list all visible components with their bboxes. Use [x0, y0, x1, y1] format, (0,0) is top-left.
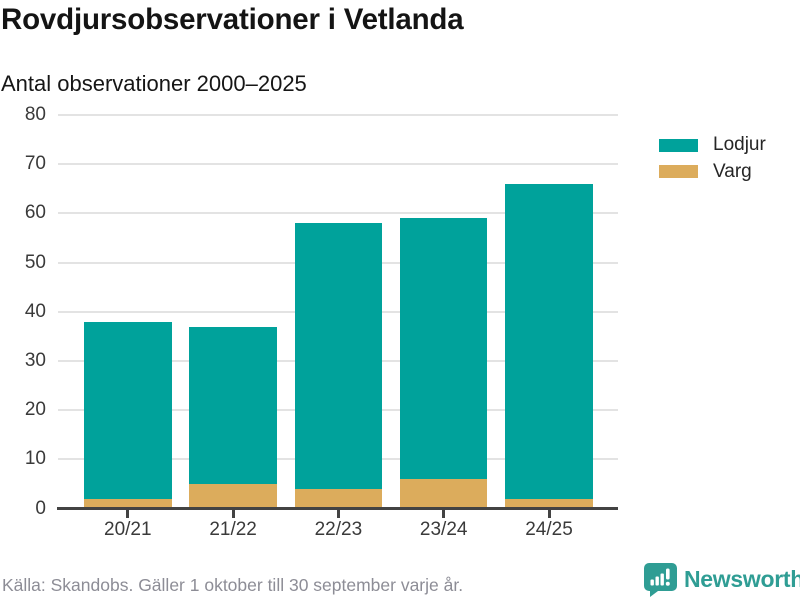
y-axis-label: 70 — [24, 153, 46, 175]
x-axis-label-23/24: 23/24 — [419, 519, 468, 540]
bar-lodjur-22/23 — [294, 223, 383, 489]
y-axis-label: 80 — [24, 104, 46, 126]
y-axis-label: 30 — [24, 349, 46, 371]
bar-varg-21/22 — [189, 483, 277, 510]
x-axis-label-22/23: 22/23 — [314, 519, 363, 540]
x-tick-22/23 — [336, 510, 340, 518]
x-tick-21/22 — [231, 510, 235, 518]
gridline-70 — [58, 163, 618, 166]
gridline-80 — [58, 114, 618, 117]
x-axis-label-20/21: 20/21 — [104, 519, 152, 540]
y-axis-label: 50 — [24, 251, 46, 273]
legend-item-lodjur: Lodjur — [659, 132, 766, 159]
bar-lodjur-23/24 — [399, 218, 488, 479]
bar-varg-23/24 — [399, 478, 488, 510]
gridline-60 — [58, 212, 618, 215]
y-axis-label: 0 — [35, 497, 46, 519]
y-axis-label: 10 — [24, 448, 46, 470]
x-axis-label-24/25: 24/25 — [525, 519, 573, 540]
bar-lodjur-24/25 — [505, 183, 593, 499]
y-axis-label: 40 — [24, 300, 46, 322]
varg-color-swatch — [659, 165, 698, 179]
x-tick-24/25 — [547, 510, 551, 518]
bar-varg-22/23 — [294, 488, 383, 510]
legend: Lodjur Varg — [659, 132, 766, 185]
bar-lodjur-20/21 — [84, 321, 172, 499]
y-axis-label: 60 — [24, 202, 46, 224]
bar-varg-20/21 — [84, 498, 172, 510]
lodjur-color-swatch — [659, 138, 698, 152]
bar-chart-speech-bubble-icon — [644, 562, 677, 597]
chart-subtitle: Antal observationer 2000–2025 — [1, 71, 307, 96]
x-axis-label-21/22: 21/22 — [209, 519, 257, 540]
legend-item-varg: Varg — [659, 159, 766, 186]
y-axis-label: 20 — [24, 399, 46, 421]
x-tick-23/24 — [442, 510, 446, 518]
source-note: Källa: Skandobs. Gäller 1 oktober till 3… — [2, 575, 464, 595]
chart-title: Rovdjursobservationer i Vetlanda — [1, 3, 464, 36]
logo-text: Newsworthy — [684, 566, 800, 592]
bar-varg-24/25 — [505, 498, 593, 510]
bar-lodjur-21/22 — [189, 326, 277, 484]
legend-label-lodjur: Lodjur — [713, 134, 766, 156]
legend-label-varg: Varg — [713, 160, 752, 182]
x-axis-line — [57, 506, 618, 511]
newsworthy-logo: Newsworthy — [644, 562, 800, 597]
x-tick-20/21 — [126, 510, 130, 518]
